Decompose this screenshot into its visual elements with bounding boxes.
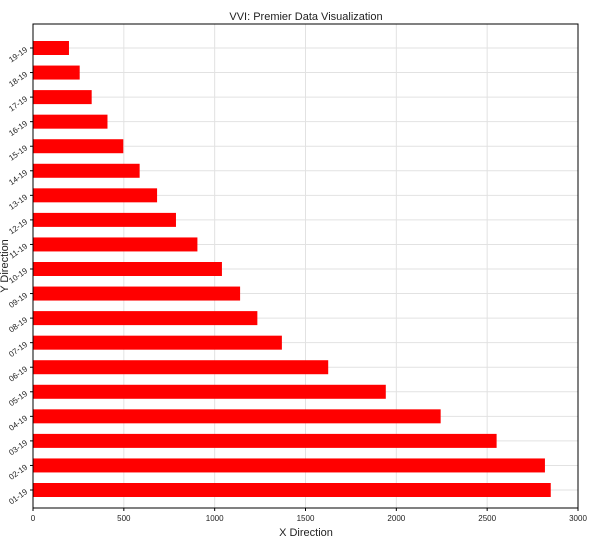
- y-axis-label: Y Direction: [0, 239, 11, 293]
- y-tick-label: 04-19: [7, 413, 29, 432]
- bar-10-19: [33, 262, 222, 276]
- x-tick-label: 2500: [478, 514, 496, 523]
- bar-02-19: [33, 458, 545, 473]
- y-tick-label: 05-19: [7, 389, 29, 408]
- x-tick-label: 0: [31, 514, 36, 523]
- bar-12-19: [33, 212, 176, 227]
- y-axis-ticks: 01-19 02-19 03-19 04-19 05-19 06-19 07-19 08-19…: [7, 45, 33, 506]
- y-tick-label: 18-19: [7, 70, 29, 89]
- y-tick-label: 08-19: [7, 315, 29, 334]
- bar-08-19: [33, 311, 258, 326]
- y-tick-label: 01-19: [7, 487, 29, 506]
- bar-14-19: [33, 163, 140, 178]
- bar-05-19: [33, 384, 386, 399]
- bar-16-19: [33, 114, 108, 129]
- bar-04-19: [33, 409, 441, 424]
- bar-15-19: [33, 139, 124, 154]
- chart-title: VVI: Premier Data Visualization: [229, 11, 382, 23]
- y-tick-label: 02-19: [7, 462, 29, 481]
- y-tick-label: 06-19: [7, 364, 29, 383]
- bar-03-19: [33, 433, 497, 448]
- y-tick-label: 16-19: [7, 119, 29, 138]
- y-tick-label: 07-19: [7, 340, 29, 359]
- y-tick-label: 14-19: [7, 168, 29, 187]
- bars: [33, 41, 551, 497]
- x-tick-label: 3000: [569, 514, 587, 523]
- bar-06-19: [33, 360, 329, 375]
- bar-13-19: [33, 188, 158, 203]
- y-tick-label: 03-19: [7, 438, 29, 457]
- y-tick-label: 15-19: [7, 143, 29, 162]
- bar-07-19: [33, 335, 282, 350]
- bar-09-19: [33, 286, 241, 301]
- x-axis-ticks: 0 500 1000 1500 2000 2500 3000: [31, 508, 587, 523]
- bar-17-19: [33, 90, 92, 105]
- x-axis-label: X Direction: [279, 527, 333, 539]
- y-tick-label: 13-19: [7, 192, 29, 211]
- y-tick-label: 17-19: [7, 94, 29, 113]
- y-tick-label: 19-19: [7, 45, 29, 64]
- bar-19-19: [33, 41, 69, 55]
- x-tick-label: 500: [117, 514, 131, 523]
- x-tick-label: 2000: [387, 514, 405, 523]
- x-tick-label: 1000: [206, 514, 224, 523]
- bar-18-19: [33, 65, 80, 80]
- y-tick-label: 12-19: [7, 217, 29, 236]
- x-tick-label: 1500: [297, 514, 315, 523]
- bar-11-19: [33, 237, 198, 252]
- bar-01-19: [33, 483, 551, 497]
